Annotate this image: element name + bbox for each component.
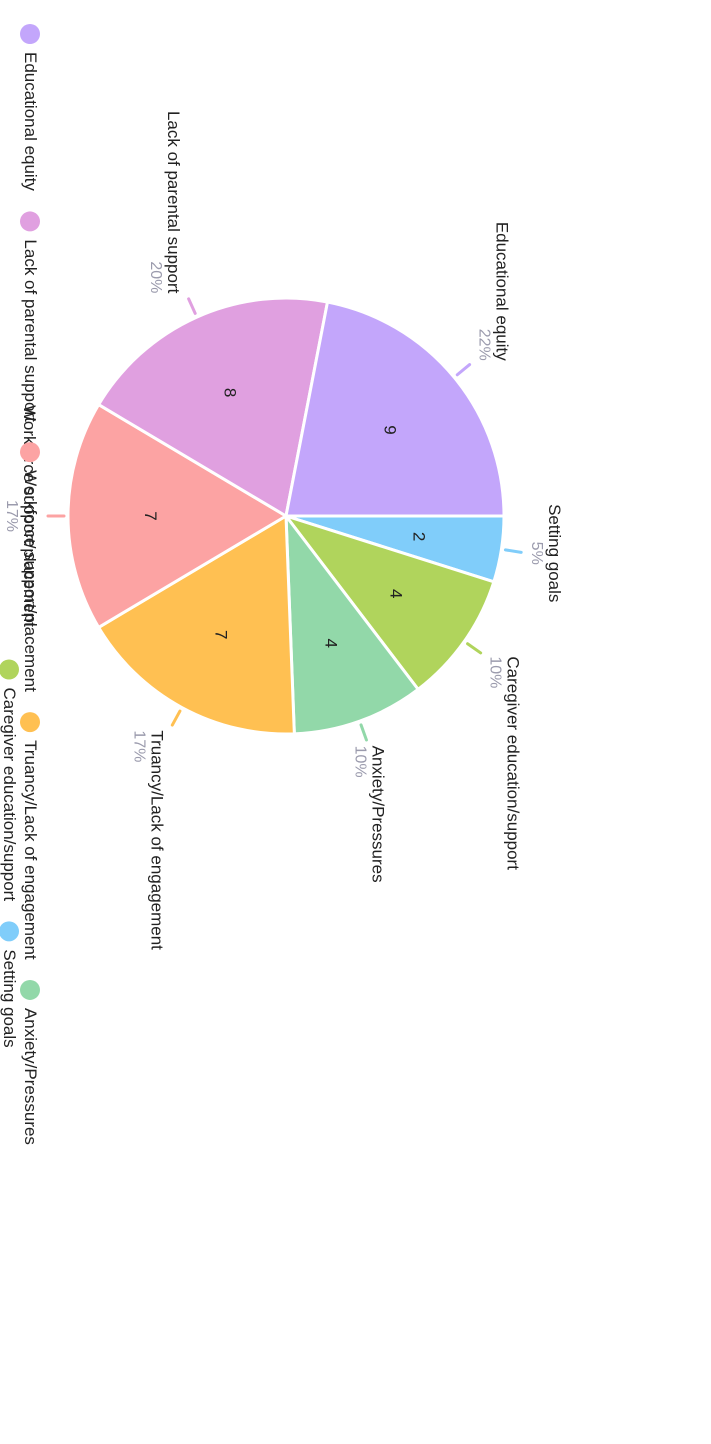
legend-swatch-workforce-support-placement bbox=[20, 442, 40, 463]
legend-swatch-setting-goals bbox=[0, 921, 19, 942]
callout-line-anxiety-pressures bbox=[359, 723, 368, 742]
pie-slice-anxiety-pressures[interactable] bbox=[284, 514, 420, 736]
callout-label-anxiety-pressures: Anxiety/Pressures bbox=[368, 746, 387, 883]
legend-swatch-truancy-lack-of-engagement bbox=[20, 712, 40, 733]
legend-item-lack-of-parental-support[interactable]: Lack of parental support bbox=[20, 211, 40, 422]
slice-value-label-educational-equity: 9 bbox=[380, 425, 399, 434]
slice-value-label-caregiver-education-support: 4 bbox=[387, 589, 406, 598]
callout-line-truancy-lack-of-engagement bbox=[170, 709, 182, 727]
legend-item-setting-goals[interactable]: Setting goals bbox=[0, 921, 19, 1048]
legend-swatch-caregiver-education-support bbox=[0, 659, 19, 680]
legend-label-caregiver-education-support: Caregiver education/support bbox=[0, 688, 19, 902]
legend-label-lack-of-parental-support: Lack of parental support bbox=[21, 239, 40, 422]
legend-label-truancy-lack-of-engagement: Truancy/Lack of engagement bbox=[21, 740, 40, 960]
legend-swatch-educational-equity bbox=[20, 24, 40, 44]
slice-value-label-truancy-lack-of-engagement: 7 bbox=[211, 630, 230, 639]
callout-line-educational-equity bbox=[455, 363, 472, 377]
legend-item-educational-equity[interactable]: Educational equity bbox=[20, 24, 40, 191]
callout-line-lack-of-parental-support bbox=[187, 297, 197, 315]
legend-label-educational-equity: Educational equity bbox=[21, 52, 40, 191]
legend-item-caregiver-education-support[interactable]: Caregiver education/support bbox=[0, 659, 19, 902]
value-labels-layer: 2 4 4 7 7 8 9 bbox=[141, 388, 429, 648]
callout-percent-caregiver-education-support: 10% bbox=[487, 656, 504, 688]
pie-slice-educational-equity[interactable] bbox=[284, 300, 506, 518]
slice-value-label-lack-of-parental-support: 8 bbox=[221, 388, 240, 397]
callout-percent-setting-goals: 5% bbox=[528, 542, 545, 565]
callout-label-setting-goals: Setting goals bbox=[545, 504, 564, 602]
callout-label-truancy-lack-of-engagement: Truancy/Lack of engagement bbox=[147, 730, 166, 950]
callout-percent-workforce-support-placement: 17% bbox=[3, 500, 20, 532]
callout-percent-lack-of-parental-support: 20% bbox=[147, 261, 164, 293]
legend: Educational equity Lack of parental suppo… bbox=[0, 24, 40, 1145]
legend-swatch-lack-of-parental-support bbox=[20, 211, 40, 232]
legend-label-anxiety-pressures: Anxiety/Pressures bbox=[21, 1008, 40, 1145]
pie-slice-truancy-lack-of-engagement[interactable] bbox=[97, 514, 296, 736]
legend-label-workforce-support-placement: Workforce support/placement bbox=[21, 470, 40, 692]
callout-percent-educational-equity: 22% bbox=[475, 329, 492, 361]
callout-line-setting-goals bbox=[503, 548, 523, 554]
pie-slice-lack-of-parental-support[interactable] bbox=[97, 296, 330, 518]
legend-item-workforce-support-placement[interactable]: Workforce support/placement bbox=[20, 442, 40, 692]
legend-label-setting-goals: Setting goals bbox=[0, 949, 19, 1047]
callout-percent-anxiety-pressures: 10% bbox=[351, 746, 368, 778]
pie-slice-workforce-support-placement[interactable] bbox=[66, 403, 288, 629]
callout-label-lack-of-parental-support: Lack of parental support bbox=[164, 111, 183, 294]
legend-item-anxiety-pressures[interactable]: Anxiety/Pressures bbox=[20, 979, 40, 1145]
slice-value-label-setting-goals: 2 bbox=[410, 532, 429, 541]
callout-line-caregiver-education-support bbox=[466, 642, 483, 655]
slice-value-label-anxiety-pressures: 4 bbox=[322, 638, 341, 647]
callout-label-educational-equity: Educational equity bbox=[492, 222, 511, 361]
legend-item-truancy-lack-of-engagement[interactable]: Truancy/Lack of engagement bbox=[20, 712, 40, 960]
slices-layer bbox=[66, 296, 506, 736]
callout-percent-truancy-lack-of-engagement: 17% bbox=[130, 730, 147, 762]
slice-value-label-workforce-support-placement: 7 bbox=[141, 511, 160, 520]
legend-swatch-anxiety-pressures bbox=[20, 979, 40, 1000]
pie-slice-caregiver-education-support[interactable] bbox=[284, 514, 496, 691]
callout-label-caregiver-education-support: Caregiver education/support bbox=[504, 656, 523, 870]
